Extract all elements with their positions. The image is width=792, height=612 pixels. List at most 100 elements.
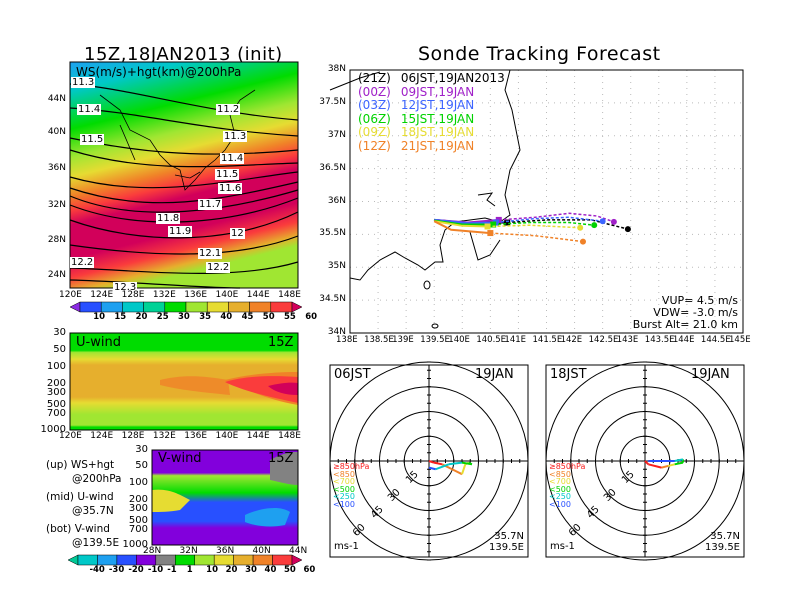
lon-tick-label: 144E — [246, 431, 270, 441]
contour-label: 11.9 — [168, 226, 193, 237]
pressure-tick-label: 50 — [53, 344, 66, 355]
hodo-legend-item: <100 — [333, 500, 355, 509]
landing-marker — [591, 222, 598, 229]
lat-tick-label: 36.5N — [319, 162, 346, 173]
colorbar-label: -30 — [108, 565, 125, 575]
lon-tick-label: 142E — [560, 335, 583, 345]
trajectory-descent-21Z — [507, 219, 629, 230]
pressure-tick-label: 700 — [128, 524, 148, 535]
lat-tick-label: 40N — [252, 546, 271, 556]
hodo-legend-item: ≥850hPa — [333, 462, 370, 471]
legend-jst: 15JST,19JAN — [400, 111, 475, 126]
map-title: 15Z,18JAN2013 (init) — [84, 44, 283, 65]
colorbar-label: -1 — [167, 565, 177, 575]
colorbar-swatch — [143, 301, 166, 313]
lon-tick-label: 140E — [215, 290, 239, 300]
lon-tick-label: 140E — [448, 335, 470, 345]
lat-tick-label: 37.5N — [319, 96, 346, 107]
hodo-legend-item: <100 — [549, 500, 571, 509]
colorbar-swatch — [155, 554, 176, 566]
uwind-frame — [69, 332, 299, 431]
hodo-lat: 35.7N — [710, 531, 740, 542]
lat-tick-label: 32N — [47, 200, 66, 210]
map-colorbar — [69, 301, 303, 313]
lat-tick-label: 36N — [327, 195, 346, 206]
vwind-negative-core — [245, 508, 290, 527]
colorbar-swatch — [270, 301, 293, 313]
landing-marker — [577, 224, 584, 231]
legend-jst: 12JST,19JAN — [400, 98, 475, 112]
lon-tick-label: 140E — [215, 431, 239, 441]
colorbar-label: 25 — [156, 312, 169, 322]
lon-tick-label: 132E — [152, 290, 176, 300]
colorbar-low-triangle — [69, 301, 81, 313]
legend-item: (21Z) 06JST,19JAN2013 — [358, 71, 505, 86]
hodo-legend-item: <700 — [549, 477, 571, 487]
colorbar-swatch — [164, 301, 187, 313]
contour-label: 12.3 — [113, 282, 138, 293]
pressure-tick-label: 700 — [46, 408, 66, 419]
hodo-date: 19JAN — [475, 367, 514, 382]
lon-tick-label: 148E — [278, 290, 301, 300]
contour-label: 12.2 — [70, 257, 95, 268]
colorbar-label: 1 — [186, 565, 193, 575]
lon-tick-label: 143E — [616, 335, 639, 345]
burst-marker — [504, 219, 511, 226]
colorbar-swatch — [233, 554, 254, 566]
colorbar-high-triangle — [291, 301, 303, 313]
legend-utc: (00Z) — [358, 84, 391, 99]
colorbar-label: 15 — [114, 312, 127, 322]
wind-trace-segment — [433, 461, 443, 466]
hodo-legend-item: <500 — [549, 484, 571, 494]
colorbar-label: 55 — [284, 312, 296, 322]
lat-tick-label: 32N — [179, 546, 198, 556]
contour-label: 11.3 — [71, 77, 96, 88]
legend-item: (06Z) 15JST,19JAN — [358, 111, 505, 127]
uwind-title: U-wind — [76, 335, 121, 350]
contour-label: 11.4 — [77, 104, 102, 115]
colorbar-swatch — [122, 301, 144, 313]
lat-tick-label: 40N — [47, 127, 66, 137]
colorbar-swatch — [97, 554, 118, 566]
note-mid: (mid) U-wind — [46, 491, 114, 503]
legend-jst: 09JST,19JAN — [400, 84, 475, 99]
colorbar-low-triangle — [67, 554, 79, 566]
colorbar-label: -10 — [147, 565, 164, 575]
note-bot: (bot) V-wind — [46, 523, 110, 535]
lon-tick-label: 138E — [336, 335, 358, 345]
hodo-lat: 35.7N — [494, 531, 524, 542]
contour-label: 11.2 — [216, 104, 241, 115]
pressure-tick-label: 200 — [46, 378, 66, 389]
burst-marker — [484, 223, 491, 230]
uwind-orange-band — [160, 376, 230, 395]
contour-label: 11.4 — [220, 153, 245, 164]
hodograph-18jst — [545, 361, 745, 561]
lon-tick-label: 136E — [184, 290, 208, 300]
burst-marker — [490, 221, 497, 228]
hodo-legend-item: <700 — [333, 477, 355, 487]
hodo-legend-item: <850 — [549, 469, 571, 479]
pressure-tick-label: 30 — [53, 327, 66, 338]
pressure-tick-label: 500 — [46, 399, 66, 410]
hodo-time: 18JST — [550, 367, 587, 382]
colorbar-label: 35 — [199, 312, 212, 322]
tracking-frame — [349, 69, 744, 334]
contour-label: 12.2 — [206, 262, 231, 273]
pressure-tick-label: 500 — [128, 515, 148, 526]
contour-label: 12.1 — [198, 248, 223, 259]
landing-marker — [599, 218, 606, 225]
lat-tick-label: 24N — [47, 270, 66, 280]
colorbar-swatch — [100, 301, 123, 313]
colorbar-swatch — [175, 554, 195, 566]
contour-label: 11.6 — [218, 183, 243, 194]
vwind-frame — [151, 449, 299, 546]
colorbar-swatch — [185, 301, 208, 313]
lon-tick-label: 139E — [392, 335, 414, 345]
lon-tick-label: 144E — [672, 335, 695, 345]
trajectory-descent-00Z — [498, 212, 615, 223]
lon-tick-label: 145E — [729, 335, 751, 345]
uwind-jet-max — [268, 382, 298, 395]
lon-tick-label: 128E — [121, 431, 145, 441]
trajectories — [433, 212, 631, 245]
wind-trace-segment — [644, 460, 650, 466]
